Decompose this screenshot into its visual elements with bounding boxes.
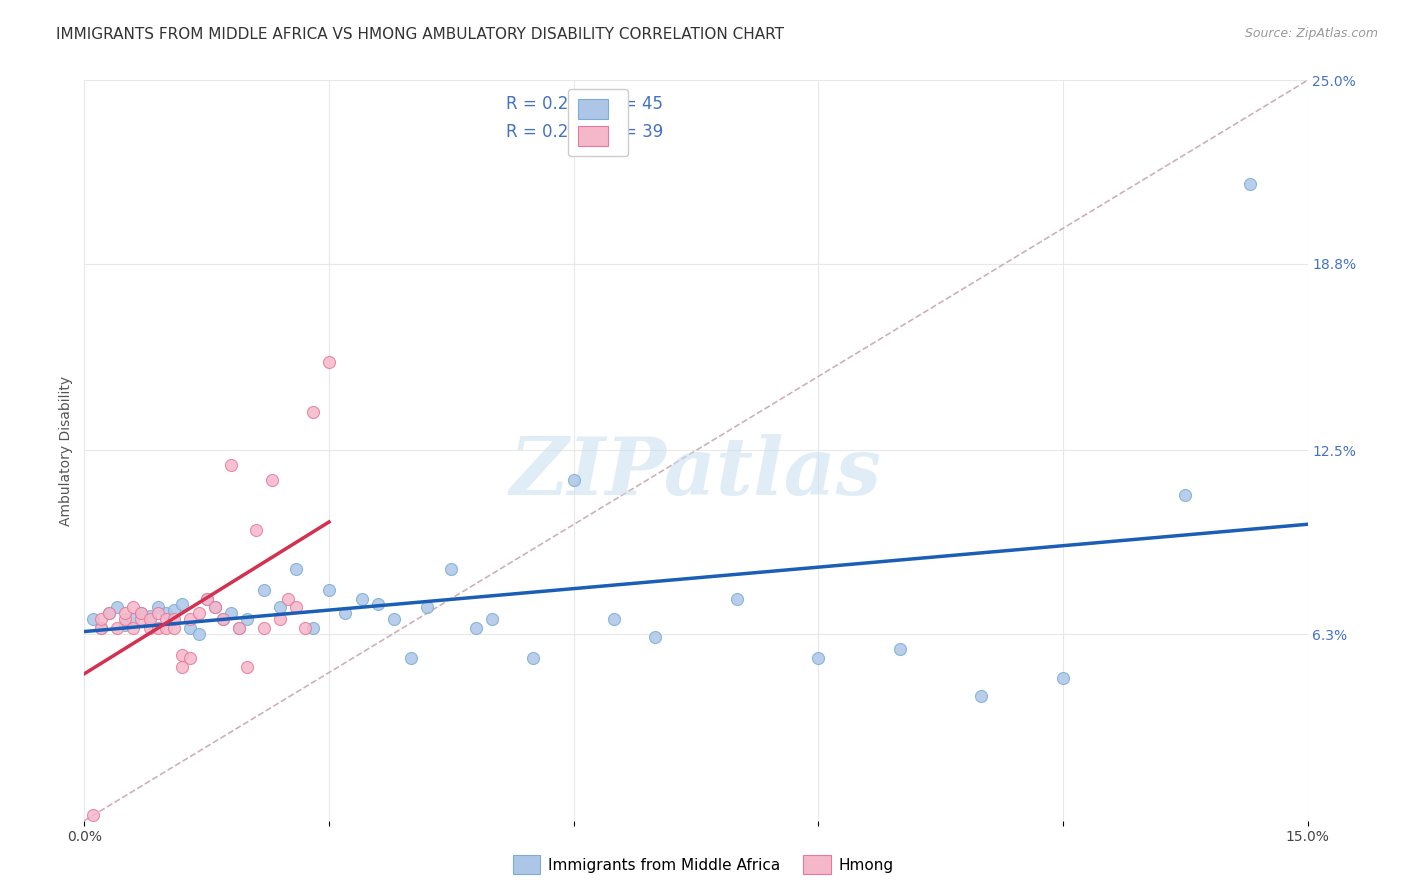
Point bbox=[970, 690, 993, 704]
Point bbox=[163, 621, 186, 635]
Point bbox=[97, 607, 120, 621]
Text: R = 0.277   N = 45: R = 0.277 N = 45 bbox=[506, 95, 664, 113]
Point bbox=[228, 621, 250, 635]
Point bbox=[179, 612, 201, 626]
Point bbox=[562, 473, 585, 487]
Point bbox=[122, 600, 145, 615]
Point bbox=[105, 600, 128, 615]
Point bbox=[82, 807, 104, 822]
Point bbox=[138, 609, 160, 624]
Point bbox=[195, 591, 218, 606]
Point bbox=[187, 627, 209, 641]
Point bbox=[367, 598, 389, 612]
Legend: Immigrants from Middle Africa, Hmong: Immigrants from Middle Africa, Hmong bbox=[506, 849, 900, 880]
Point bbox=[318, 354, 340, 368]
Text: R = 0.215   N = 39: R = 0.215 N = 39 bbox=[506, 123, 664, 141]
Point bbox=[82, 612, 104, 626]
Point bbox=[179, 650, 201, 665]
Point bbox=[204, 600, 226, 615]
Point bbox=[301, 621, 323, 635]
Point bbox=[1052, 672, 1074, 686]
Point bbox=[146, 621, 169, 635]
Point bbox=[481, 612, 503, 626]
Point bbox=[187, 607, 209, 621]
Point bbox=[172, 598, 194, 612]
Point bbox=[253, 621, 276, 635]
Point bbox=[204, 600, 226, 615]
Point bbox=[269, 600, 291, 615]
Text: IMMIGRANTS FROM MIDDLE AFRICA VS HMONG AMBULATORY DISABILITY CORRELATION CHART: IMMIGRANTS FROM MIDDLE AFRICA VS HMONG A… bbox=[56, 27, 785, 42]
Point bbox=[212, 612, 235, 626]
Point bbox=[889, 641, 911, 656]
Point bbox=[301, 405, 323, 419]
Point bbox=[260, 473, 283, 487]
Point bbox=[114, 618, 136, 632]
Point bbox=[155, 607, 177, 621]
Text: ZIPatlas: ZIPatlas bbox=[510, 434, 882, 511]
Point bbox=[335, 607, 357, 621]
Point bbox=[245, 524, 267, 538]
Point bbox=[1239, 177, 1261, 191]
Point bbox=[644, 630, 666, 644]
Point bbox=[228, 621, 250, 635]
Point bbox=[138, 621, 160, 635]
Point bbox=[146, 600, 169, 615]
Point bbox=[350, 591, 373, 606]
Point bbox=[219, 458, 242, 473]
Point bbox=[195, 591, 218, 606]
Point bbox=[131, 607, 153, 621]
Point bbox=[318, 582, 340, 597]
Point bbox=[399, 650, 422, 665]
Point bbox=[464, 621, 486, 635]
Point bbox=[219, 607, 242, 621]
Point bbox=[90, 621, 112, 635]
Point bbox=[131, 607, 153, 621]
Point bbox=[90, 621, 112, 635]
Legend: , : , bbox=[568, 88, 628, 156]
Point bbox=[97, 607, 120, 621]
Point bbox=[1174, 488, 1197, 502]
Point bbox=[146, 607, 169, 621]
Point bbox=[131, 612, 153, 626]
Point bbox=[138, 612, 160, 626]
Point bbox=[285, 562, 308, 576]
Point bbox=[440, 562, 463, 576]
Y-axis label: Ambulatory Disability: Ambulatory Disability bbox=[59, 376, 73, 525]
Point bbox=[155, 612, 177, 626]
Point bbox=[236, 659, 259, 673]
Point bbox=[603, 612, 626, 626]
Point bbox=[253, 582, 276, 597]
Point bbox=[172, 659, 194, 673]
Point bbox=[163, 612, 186, 626]
Point bbox=[163, 603, 186, 617]
Point bbox=[105, 621, 128, 635]
Point bbox=[114, 607, 136, 621]
Point bbox=[522, 650, 544, 665]
Point bbox=[90, 612, 112, 626]
Point bbox=[807, 650, 830, 665]
Point bbox=[172, 648, 194, 662]
Point bbox=[122, 621, 145, 635]
Point bbox=[277, 591, 299, 606]
Point bbox=[212, 612, 235, 626]
Point bbox=[122, 612, 145, 626]
Point bbox=[269, 612, 291, 626]
Point bbox=[416, 600, 439, 615]
Point bbox=[285, 600, 308, 615]
Text: Source: ZipAtlas.com: Source: ZipAtlas.com bbox=[1244, 27, 1378, 40]
Point bbox=[294, 621, 316, 635]
Point bbox=[179, 621, 201, 635]
Point bbox=[725, 591, 748, 606]
Point bbox=[114, 612, 136, 626]
Point bbox=[155, 621, 177, 635]
Point bbox=[236, 612, 259, 626]
Point bbox=[382, 612, 405, 626]
